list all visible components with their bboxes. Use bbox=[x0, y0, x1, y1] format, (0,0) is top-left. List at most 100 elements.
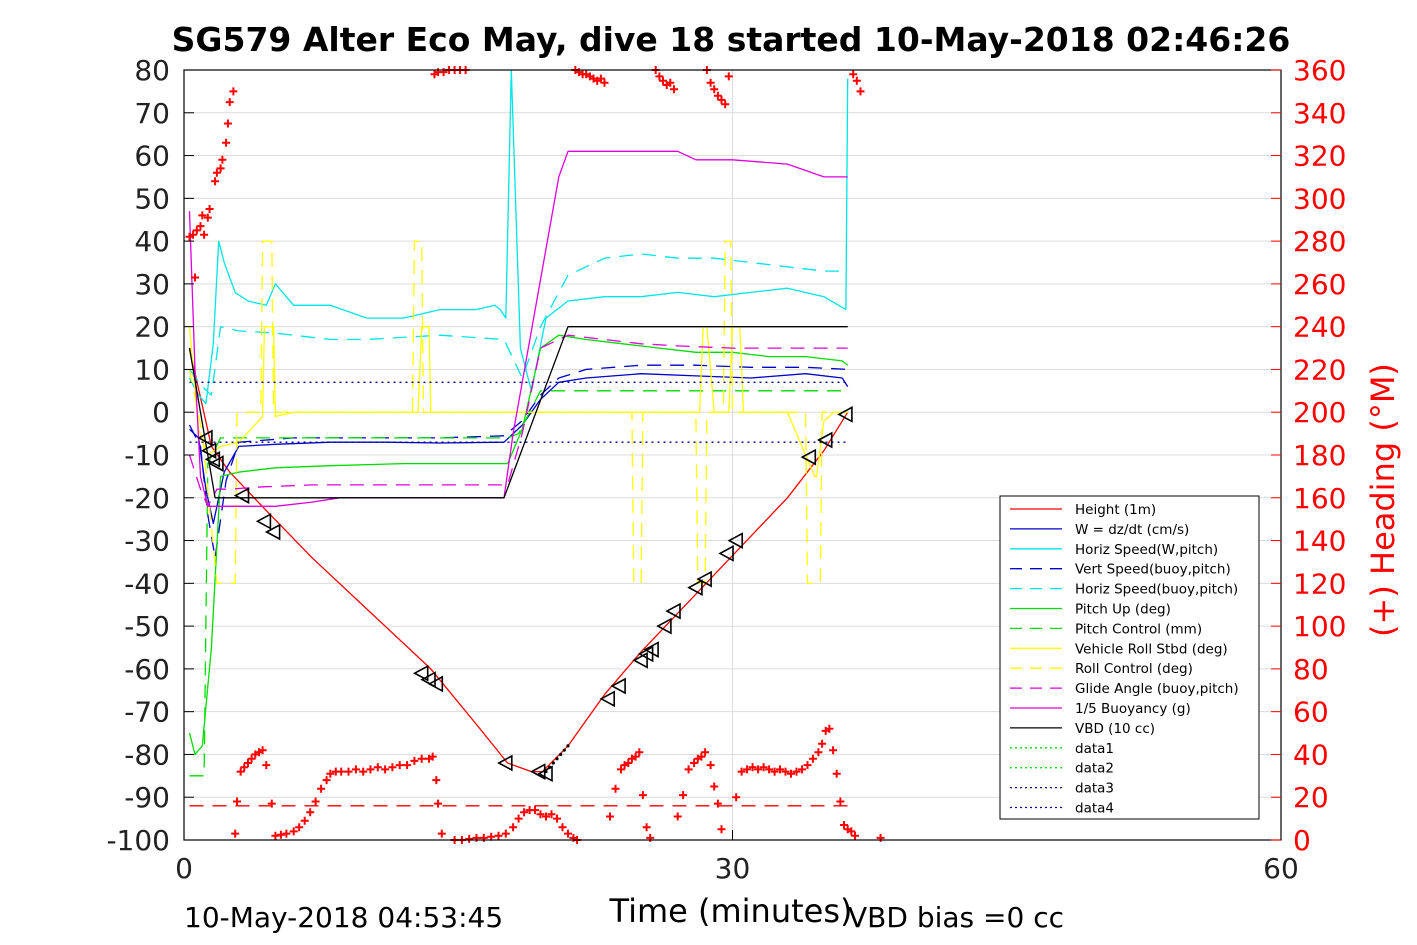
heading-point bbox=[403, 761, 412, 770]
heading-point bbox=[501, 829, 510, 838]
heading-point bbox=[244, 759, 252, 767]
heading-point bbox=[311, 797, 320, 806]
heading-point bbox=[289, 827, 298, 836]
legend-label-9: Glide Angle (buoy,pitch) bbox=[1075, 681, 1239, 697]
heading-point bbox=[851, 831, 859, 840]
heading-point bbox=[317, 784, 326, 793]
heading-point bbox=[366, 765, 375, 774]
y2-tick-label: 240 bbox=[1293, 311, 1346, 344]
x-tick-label: 0 bbox=[175, 852, 193, 885]
y2-tick-label: 280 bbox=[1293, 225, 1346, 258]
legend-label-1: W = dz/dt (cm/s) bbox=[1075, 522, 1189, 538]
triangle-marker bbox=[696, 570, 712, 588]
surface-dot bbox=[548, 765, 552, 769]
heading-point bbox=[710, 85, 719, 94]
heading-point bbox=[631, 752, 640, 761]
heading-point bbox=[624, 759, 633, 767]
heading-point bbox=[836, 797, 845, 806]
legend: Height (1m) W = dz/dt (cm/s) Horiz Speed(W… bbox=[999, 495, 1260, 820]
y-tick-label: -80 bbox=[124, 738, 170, 771]
heading-point bbox=[732, 793, 741, 802]
y-tick-label: -60 bbox=[124, 653, 170, 686]
y2-axis-label: (+) Heading (°M) bbox=[1364, 363, 1402, 637]
legend-box bbox=[999, 495, 1260, 820]
triangle-marker bbox=[837, 406, 853, 423]
heading-point bbox=[276, 830, 285, 839]
heading-point bbox=[606, 812, 614, 821]
heading-point bbox=[849, 70, 858, 79]
legend-label-4: Horiz Speed(buoy,pitch) bbox=[1075, 582, 1238, 598]
series-line-7 bbox=[188, 326, 848, 478]
y-tick-label: 80 bbox=[134, 54, 170, 87]
heading-point bbox=[635, 748, 644, 757]
heading-point bbox=[717, 825, 726, 834]
y-tick-label: -50 bbox=[124, 610, 170, 643]
legend-label-15: data4 bbox=[1075, 801, 1114, 817]
heading-point bbox=[437, 829, 446, 838]
heading-point bbox=[721, 100, 730, 109]
y-axis-ticks: 80 70 60 50 40 30 20 10 0 -10 -20 -30 -40 -50 -60 -70 -8… bbox=[106, 54, 194, 857]
heading-point bbox=[847, 827, 856, 836]
y-tick-label: -30 bbox=[124, 525, 170, 558]
heading-point bbox=[205, 205, 214, 213]
heading-point bbox=[787, 769, 795, 778]
series-line-2 bbox=[188, 69, 849, 405]
heading-point bbox=[211, 177, 220, 186]
surface-dot bbox=[562, 748, 566, 752]
triangle-marker bbox=[427, 675, 444, 693]
heading-point bbox=[432, 776, 441, 785]
heading-point bbox=[520, 808, 529, 817]
heading-point bbox=[192, 226, 201, 235]
series-line-9 bbox=[188, 334, 848, 507]
heading-point bbox=[536, 810, 545, 819]
heading-point bbox=[196, 222, 205, 231]
triangle-marker bbox=[718, 545, 734, 562]
legend-label-14: data3 bbox=[1075, 781, 1114, 797]
heading-point bbox=[359, 767, 368, 776]
heading-point bbox=[531, 806, 539, 815]
y2-tick-label: 120 bbox=[1293, 567, 1346, 600]
heading-point bbox=[611, 784, 620, 793]
y2-tick-label: 140 bbox=[1293, 525, 1346, 558]
heading-point bbox=[553, 814, 561, 823]
heading-point bbox=[829, 746, 838, 755]
heading-point bbox=[240, 763, 249, 772]
heading-point bbox=[203, 213, 212, 222]
y2-tick-label: 260 bbox=[1293, 268, 1346, 301]
heading-point bbox=[326, 769, 335, 778]
heading-point bbox=[223, 119, 232, 128]
series-layer bbox=[188, 69, 849, 807]
heading-point bbox=[295, 823, 304, 832]
legend-label-13: data2 bbox=[1075, 761, 1114, 777]
triangle-marker bbox=[197, 429, 213, 447]
heading-point bbox=[770, 767, 779, 776]
x-tick-label: 30 bbox=[715, 852, 751, 885]
y2-tick-label: 360 bbox=[1293, 54, 1346, 87]
legend-label-10: 1/5 Buoyancy (g) bbox=[1075, 701, 1191, 717]
heading-point bbox=[710, 782, 719, 791]
y-tick-label: 20 bbox=[134, 311, 170, 344]
heading-point bbox=[373, 763, 382, 772]
heading-point bbox=[564, 829, 572, 838]
heading-point bbox=[600, 78, 609, 87]
heading-point bbox=[200, 230, 209, 239]
triangle-marker bbox=[420, 671, 436, 688]
heading-point bbox=[818, 739, 827, 748]
heading-point bbox=[856, 87, 865, 96]
triangle-marker bbox=[264, 523, 281, 541]
y2-tick-label: 180 bbox=[1293, 439, 1346, 472]
heading-point bbox=[417, 754, 426, 763]
heading-point bbox=[814, 748, 823, 757]
heading-point bbox=[547, 810, 556, 819]
y-tick-label: -70 bbox=[124, 696, 170, 729]
heading-point bbox=[388, 763, 397, 772]
legend-label-8: Roll Control (deg) bbox=[1075, 661, 1193, 677]
heading-point bbox=[679, 791, 688, 800]
heading-point bbox=[596, 74, 605, 83]
heading-point bbox=[754, 765, 763, 774]
y-tick-label: -90 bbox=[124, 781, 170, 814]
heading-point bbox=[233, 797, 241, 806]
y2-tick-label: 80 bbox=[1293, 653, 1329, 686]
surface-dot bbox=[551, 761, 555, 765]
y-tick-label: 30 bbox=[134, 268, 170, 301]
